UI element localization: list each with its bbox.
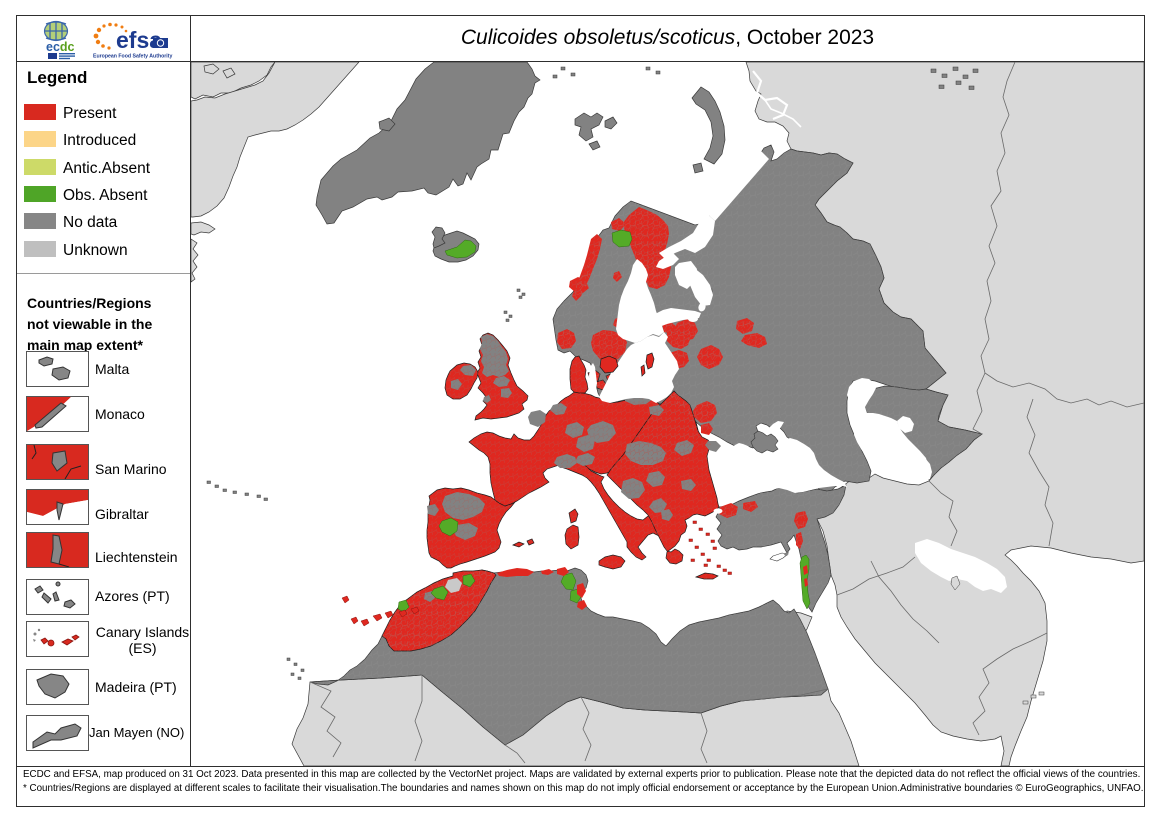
svg-text:ecdc: ecdc bbox=[46, 40, 75, 54]
svg-text:European Food Safety Authority: European Food Safety Authority bbox=[93, 54, 172, 60]
